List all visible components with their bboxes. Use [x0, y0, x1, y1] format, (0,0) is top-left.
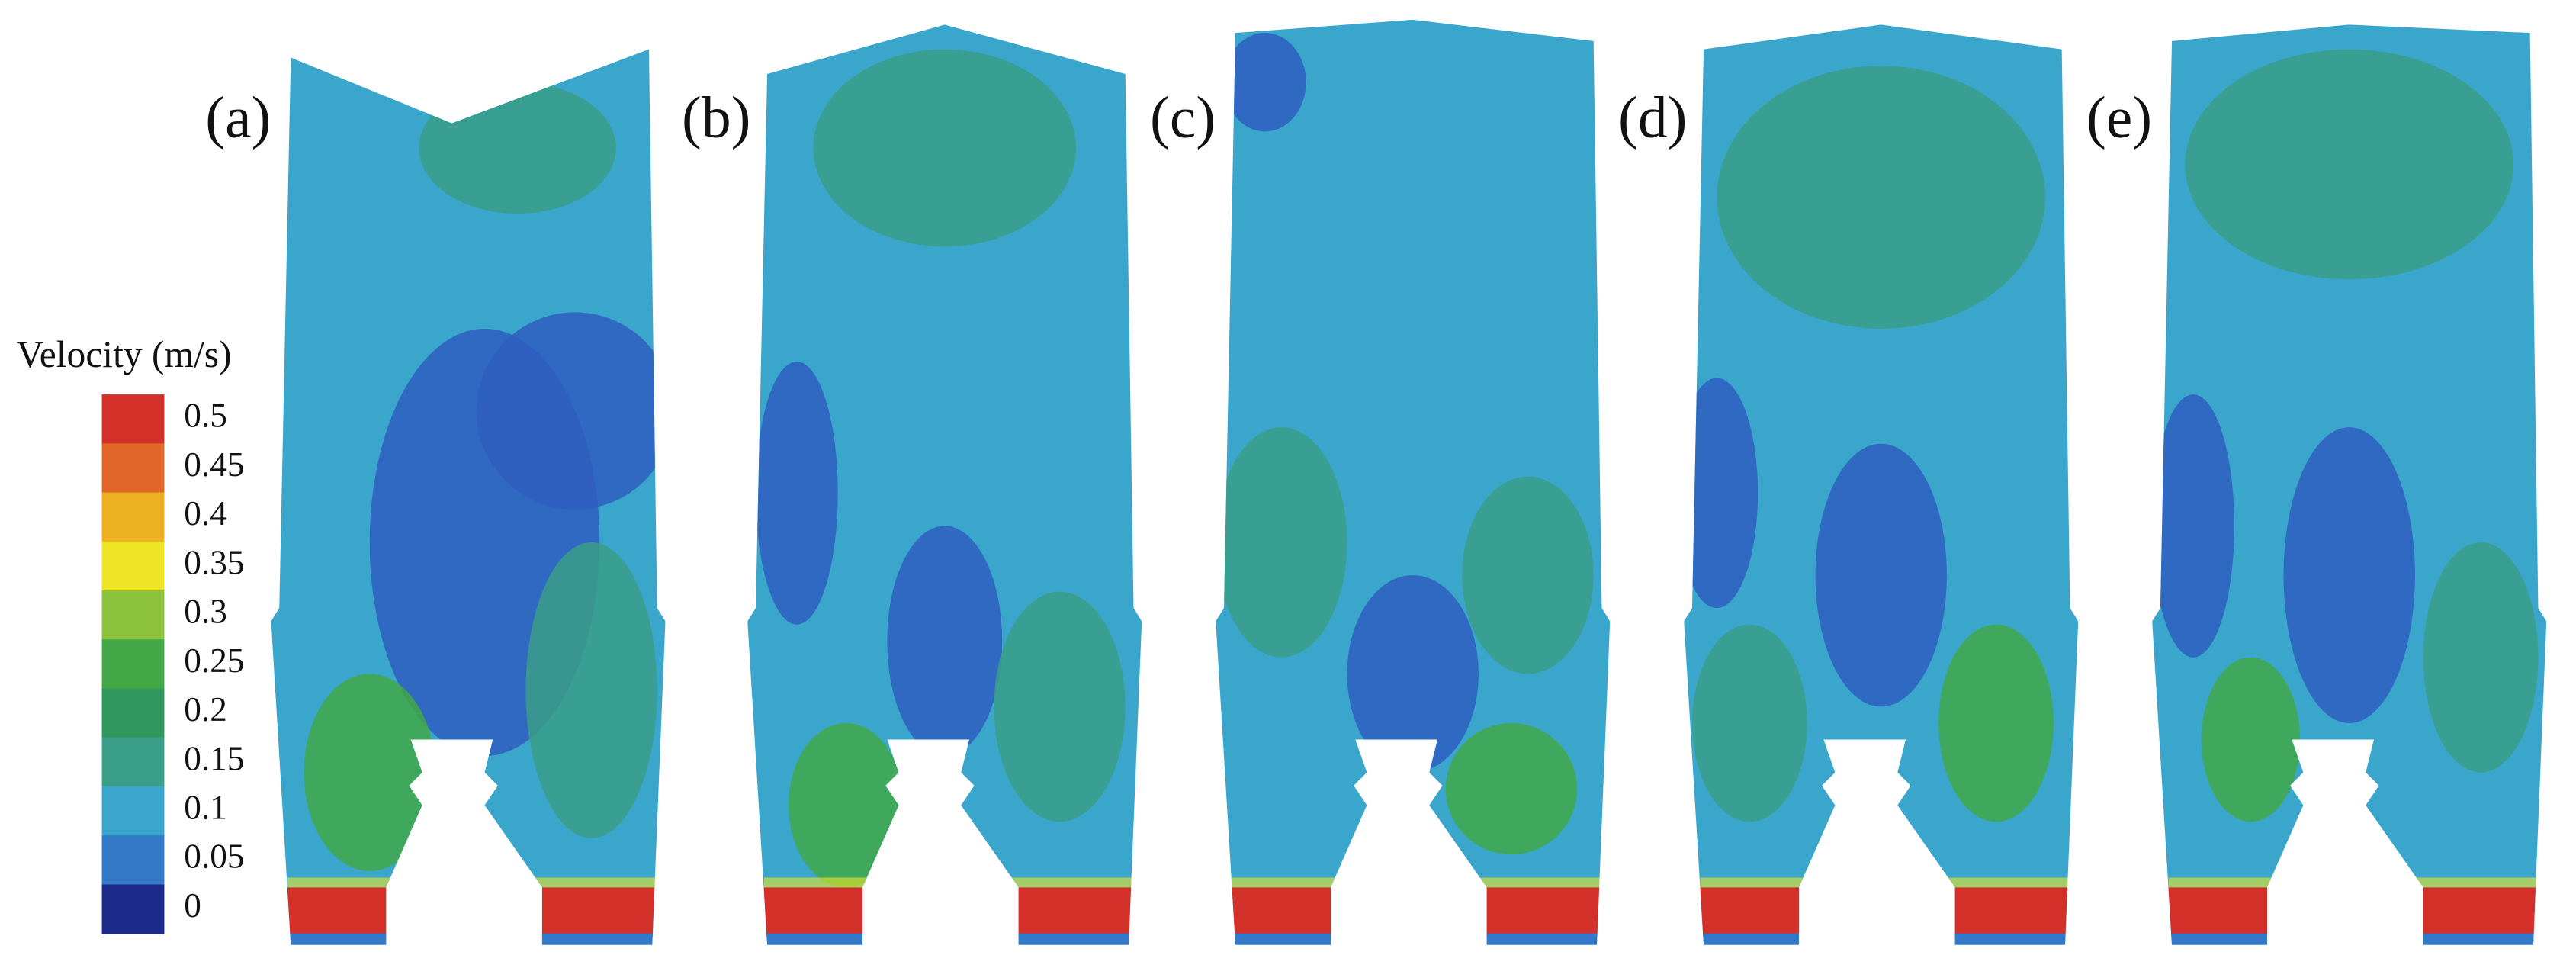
color-swatch [101, 590, 165, 641]
outlet-flow-edge [1232, 877, 1602, 888]
velocity-region [1815, 443, 1947, 707]
color-swatch [101, 394, 165, 445]
silo-field [1216, 19, 1611, 945]
outlet-flow-edge [1700, 877, 2070, 888]
velocity-region [2152, 394, 2234, 658]
velocity-region [1445, 722, 1578, 855]
silo-field [2152, 24, 2547, 945]
silo-field [271, 49, 666, 945]
color-swatch [101, 737, 165, 788]
outlet-flow [1232, 887, 1335, 937]
panel-label: (a) [205, 84, 271, 150]
velocity-region [1717, 66, 2046, 329]
outlet-flow [1483, 887, 1602, 937]
silo-field [1684, 24, 2079, 945]
silo-panel [1216, 19, 1611, 945]
silo-field [747, 24, 1142, 945]
color-swatch [101, 639, 165, 690]
legend-label: 0.1 [184, 788, 227, 826]
color-swatch [101, 835, 165, 886]
velocity-region [2201, 657, 2301, 822]
velocity-region [304, 674, 435, 871]
legend-label: 0.35 [184, 543, 244, 581]
color-swatch [101, 492, 165, 542]
velocity-region [476, 312, 666, 510]
legend-label: 0 [184, 886, 201, 925]
velocity-region [994, 591, 1126, 822]
outlet-flow [538, 887, 657, 937]
outlet-flow [2168, 887, 2271, 937]
velocity-region [1684, 378, 1759, 609]
legend-label: 0.3 [184, 593, 227, 631]
panel-label: (c) [1150, 84, 1216, 150]
velocity-region [1223, 33, 1306, 132]
panel-label: (e) [2086, 84, 2152, 150]
velocity-region [887, 526, 1003, 757]
silo-panel [2152, 24, 2547, 945]
color-swatch [101, 443, 165, 494]
legend-label: 0.2 [184, 690, 227, 728]
velocity-region [2283, 427, 2415, 723]
velocity-region [2423, 542, 2539, 773]
panel-label: (d) [1618, 84, 1687, 150]
silo-panel [747, 24, 1142, 945]
outlet-flow [1015, 887, 1134, 937]
legend-label: 0.15 [184, 739, 244, 777]
velocity-region [1691, 624, 1807, 822]
velocity-region [1347, 575, 1479, 773]
color-swatch [101, 541, 165, 592]
legend-label: 0.05 [184, 838, 244, 876]
outlet-flow-edge [763, 877, 1134, 888]
panel-label: (b) [682, 84, 750, 150]
velocity-region [1462, 476, 1594, 674]
color-swatch [101, 786, 165, 837]
legend-label: 0.45 [184, 445, 244, 484]
legend-label: 0.4 [184, 494, 227, 532]
legend-title: Velocity (m/s) [17, 333, 232, 375]
outlet-flow [2420, 887, 2539, 937]
color-swatch [101, 688, 165, 738]
velocity-region [525, 542, 657, 838]
outlet-floor [287, 933, 657, 945]
velocity-region [419, 82, 616, 214]
outlet-flow [1700, 887, 1803, 937]
velocity-region [2185, 49, 2514, 280]
outlet-floor [1232, 933, 1602, 945]
outlet-floor [763, 933, 1134, 945]
velocity-region [1216, 427, 1347, 658]
outlet-flow-edge [287, 877, 657, 888]
velocity-region [789, 722, 904, 888]
velocity-region [813, 49, 1077, 247]
outlet-flow [1951, 887, 2070, 937]
colorbar: 0.5 0.45 0.4 0.35 0.3 0.25 0.2 0.15 0.1 0.05 0 [101, 394, 244, 934]
outlet-floor [1700, 933, 2070, 945]
outlet-flow [763, 887, 866, 937]
panels: (a) (b) (c) (d) (e) [205, 19, 2547, 945]
velocity-region [1938, 624, 2054, 822]
legend-label: 0.5 [184, 397, 227, 435]
outlet-flow [287, 887, 390, 937]
silo-panel [271, 49, 666, 945]
silo-panel [1684, 24, 2079, 945]
legend-label: 0.25 [184, 642, 244, 680]
color-swatch [101, 884, 165, 934]
outlet-floor [2168, 933, 2539, 945]
velocity-region [755, 362, 838, 625]
outlet-flow-edge [2168, 877, 2539, 888]
